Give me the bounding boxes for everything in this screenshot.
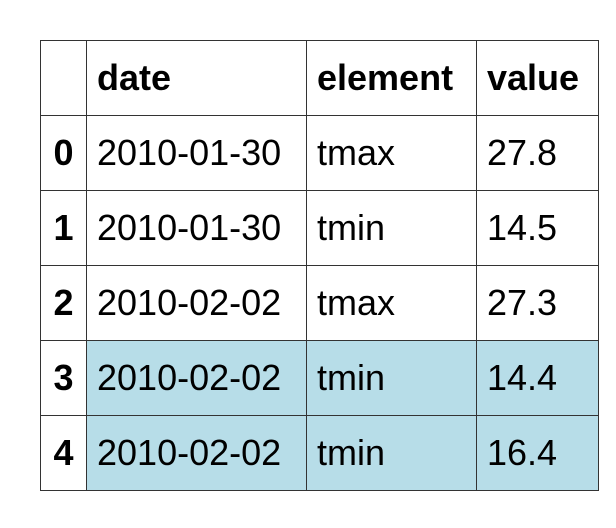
date-cell: 2010-01-30 [86,115,307,191]
row-index-cell: 4 [40,415,87,491]
value-header-cell: value [476,40,599,116]
table-row-highlighted: 3 2010-02-02 tmin 14.4 [40,340,599,416]
row-index-cell: 1 [40,190,87,266]
table-row: 2 2010-02-02 tmax 27.3 [40,265,599,341]
table-row-highlighted: 4 2010-02-02 tmin 16.4 [40,415,599,491]
row-index-cell: 2 [40,265,87,341]
element-cell: tmin [306,340,477,416]
element-cell: tmin [306,415,477,491]
row-index-cell: 3 [40,340,87,416]
row-index-cell: 0 [40,115,87,191]
value-cell: 14.4 [476,340,599,416]
table-row: 0 2010-01-30 tmax 27.8 [40,115,599,191]
date-cell: 2010-02-02 [86,415,307,491]
value-cell: 16.4 [476,415,599,491]
value-cell: 27.8 [476,115,599,191]
value-cell: 14.5 [476,190,599,266]
element-cell: tmax [306,115,477,191]
date-cell: 2010-02-02 [86,265,307,341]
element-cell: tmax [306,265,477,341]
date-header-cell: date [86,40,307,116]
date-cell: 2010-02-02 [86,340,307,416]
index-header-cell [40,40,87,116]
element-cell: tmin [306,190,477,266]
table-body: 0 2010-01-30 tmax 27.8 1 2010-01-30 tmin… [40,115,599,491]
header-row: date element value [40,40,599,116]
date-cell: 2010-01-30 [86,190,307,266]
element-header-cell: element [306,40,477,116]
value-cell: 27.3 [476,265,599,341]
table-row: 1 2010-01-30 tmin 14.5 [40,190,599,266]
dataframe-table: date element value 0 2010-01-30 tmax 27.… [40,40,599,491]
dataframe-table-container: date element value 0 2010-01-30 tmax 27.… [40,40,599,491]
